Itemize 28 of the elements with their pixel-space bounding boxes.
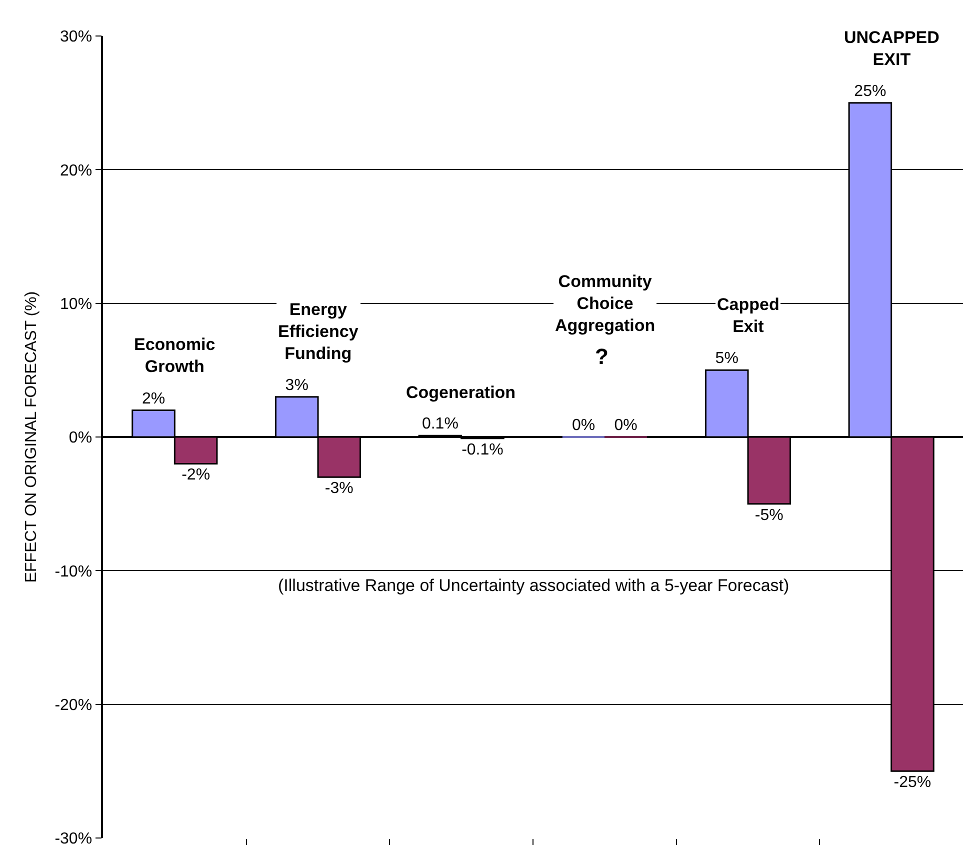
x-tick-label: Community Choice Aggregation xyxy=(555,272,656,336)
y-tick-label: 0% xyxy=(68,430,92,447)
data-label: 0% xyxy=(572,417,596,434)
y-tick-label: 30% xyxy=(60,28,92,46)
annotation: (Illustrative Range of Uncertainty associated with a 5-year Forecast) xyxy=(278,576,790,595)
y-axis-title: EFFECT ON ORIGINAL FORECAST (%) xyxy=(23,291,40,583)
x-tick-label: Energy Efficiency Funding xyxy=(278,300,359,364)
data-label: 0.1% xyxy=(422,416,458,433)
x-tick-label: UNCAPPED EXIT xyxy=(844,28,940,70)
data-label: -25% xyxy=(894,774,932,792)
x-tick-label: Capped Exit xyxy=(717,295,780,336)
data-label: 3% xyxy=(285,376,308,394)
annotation: ? xyxy=(595,344,608,369)
data-label: 25% xyxy=(854,82,886,100)
y-tick-label: 20% xyxy=(60,162,92,180)
data-label: -2% xyxy=(182,466,210,484)
y-tick-label: -20% xyxy=(54,696,92,714)
data-label: -5% xyxy=(754,506,784,524)
y-tick-label: -10% xyxy=(54,563,92,580)
data-label: 5% xyxy=(715,350,738,368)
x-tick-label: Economic Growth xyxy=(134,335,216,376)
data-label: -3% xyxy=(324,480,354,498)
y-tick-label: 10% xyxy=(60,296,92,313)
x-tick-label: Cogeneration xyxy=(406,383,516,402)
y-tick-label: -30% xyxy=(54,830,92,848)
data-label: -0.1% xyxy=(462,441,504,458)
data-label: 2% xyxy=(142,390,166,408)
data-label: 0% xyxy=(614,417,638,434)
